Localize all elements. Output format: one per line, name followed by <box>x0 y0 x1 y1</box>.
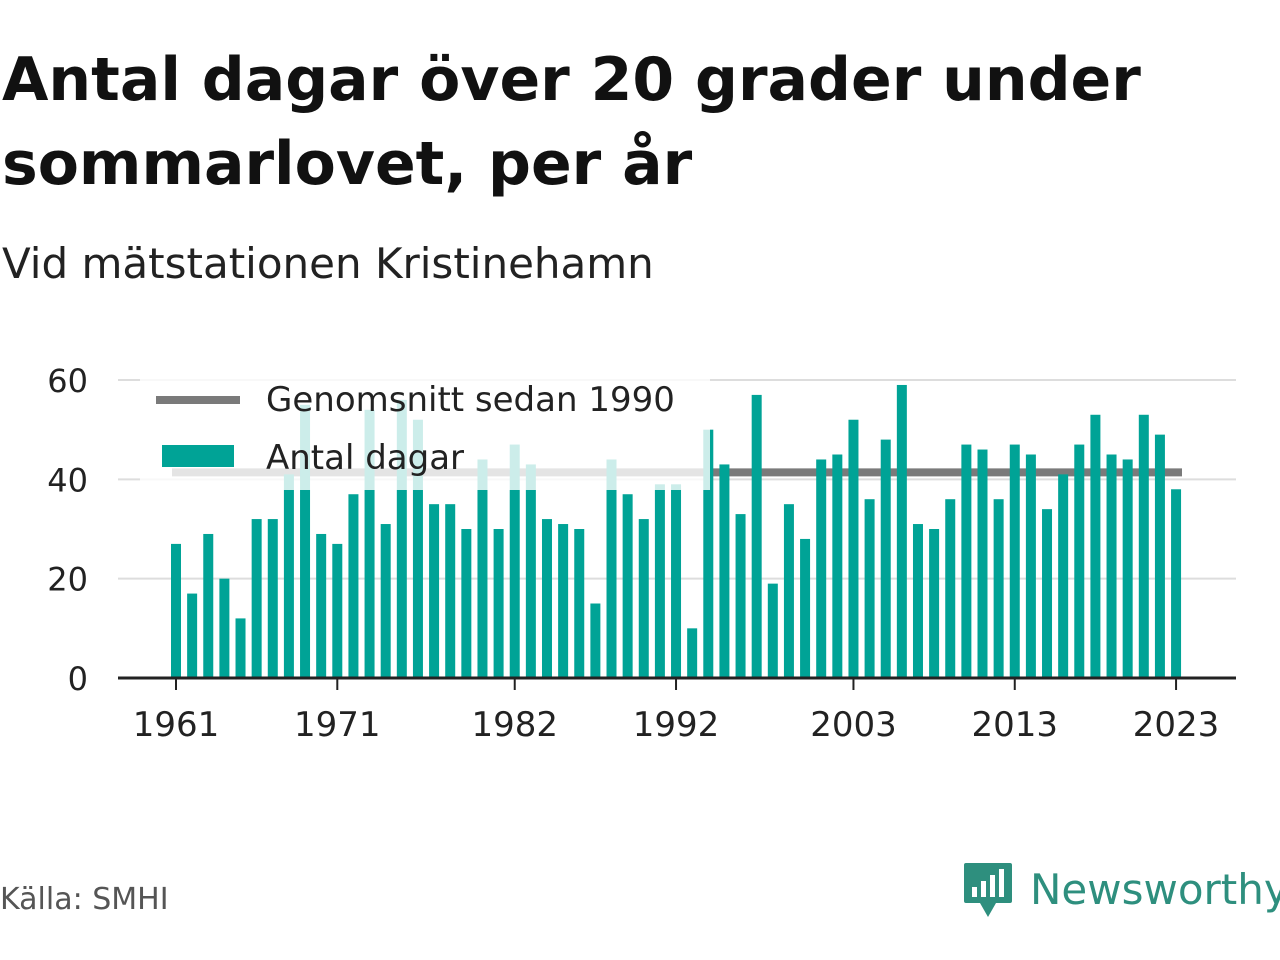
chart-title: Antal dagar över 20 grader under sommarl… <box>2 45 1141 199</box>
x-tick-label: 1982 <box>471 705 558 745</box>
bar-1992 <box>671 484 682 678</box>
bar-2001 <box>816 459 827 678</box>
bar-1979 <box>461 529 472 678</box>
bar-1972 <box>348 494 359 678</box>
bar-1965 <box>235 618 246 678</box>
brand-logo: Newsworthy <box>962 860 1280 920</box>
bar-2002 <box>832 454 843 678</box>
x-tick-label: 1971 <box>294 705 381 745</box>
x-tick-label: 1992 <box>633 705 720 745</box>
bar-2004 <box>864 499 875 678</box>
legend-background <box>140 376 710 490</box>
bar-2022 <box>1154 434 1165 678</box>
bar-2020 <box>1122 459 1133 678</box>
bar-2019 <box>1106 454 1117 678</box>
bar-2011 <box>977 449 988 678</box>
legend-bar-swatch <box>162 445 234 467</box>
y-tick-label: 60 <box>47 362 88 400</box>
bar-2008 <box>929 529 940 678</box>
bar-1969 <box>300 404 311 678</box>
bar-1973 <box>364 409 375 678</box>
x-tick-label: 2003 <box>810 705 897 745</box>
bar-2014 <box>1025 454 1036 678</box>
brand-name: Newsworthy <box>1030 865 1280 914</box>
bar-1966 <box>251 519 262 678</box>
bar-2000 <box>800 538 811 678</box>
legend: Genomsnitt sedan 1990 Antal dagar <box>140 376 710 490</box>
bar-1982 <box>509 444 520 678</box>
bar-1997 <box>751 394 762 678</box>
bar-2012 <box>993 499 1004 678</box>
bar-1980 <box>477 459 488 678</box>
bar-2003 <box>848 419 859 678</box>
bar-1964 <box>219 578 230 678</box>
y-tick-label: 20 <box>47 561 88 599</box>
x-tick-label: 1961 <box>133 705 220 745</box>
x-tick-label: 2013 <box>971 705 1058 745</box>
bar-1989 <box>622 494 633 678</box>
bar-2013 <box>1009 444 1020 678</box>
bar-1999 <box>783 504 794 678</box>
bar-1978 <box>445 504 456 678</box>
bar-2005 <box>880 439 891 678</box>
bar-2023 <box>1171 489 1182 678</box>
bar-1977 <box>429 504 440 678</box>
bar-2016 <box>1058 474 1069 678</box>
chart-subtitle: Vid mätstationen Kristinehamn <box>2 239 654 288</box>
bar-1961 <box>171 543 181 678</box>
bar-1987 <box>590 603 601 678</box>
bar-2017 <box>1074 444 1085 678</box>
bar-2021 <box>1138 414 1149 678</box>
bar-2007 <box>912 524 923 678</box>
bar-1993 <box>687 628 698 678</box>
bar-2015 <box>1042 509 1053 678</box>
bar-1996 <box>735 514 746 678</box>
bars <box>171 384 1182 678</box>
bar-1976 <box>412 419 423 678</box>
bar-1998 <box>767 583 778 678</box>
legend-bar-label: Antal dagar <box>266 438 464 478</box>
bar-1974 <box>380 524 391 678</box>
bar-1994 <box>703 429 714 678</box>
bar-chart: Genomsnitt sedan 1990 Antal dagar 0 20 40 60… <box>47 362 1236 745</box>
bar-2018 <box>1090 414 1101 678</box>
bar-1963 <box>203 533 214 678</box>
bar-1981 <box>493 529 504 678</box>
bar-2010 <box>961 444 972 678</box>
bar-1988 <box>606 459 617 678</box>
bar-2006 <box>896 384 907 678</box>
bar-1985 <box>558 524 569 678</box>
bar-1975 <box>396 399 407 678</box>
bar-1991 <box>654 484 665 678</box>
bar-2009 <box>945 499 956 678</box>
legend-average-label: Genomsnitt sedan 1990 <box>266 380 675 420</box>
bar-1986 <box>574 529 585 678</box>
bar-1990 <box>638 519 649 678</box>
bar-1983 <box>525 464 536 678</box>
axes: 0 20 40 60 1961 1971 1982 1992 2003 2013 2023 <box>47 362 1236 745</box>
y-tick-label: 40 <box>47 461 88 499</box>
bar-1995 <box>719 464 730 678</box>
newsworthy-logo-icon <box>964 863 1012 917</box>
bar-1971 <box>332 543 343 678</box>
x-tick-label: 2023 <box>1133 705 1220 745</box>
bar-1967 <box>267 519 278 678</box>
bar-1968 <box>283 474 294 678</box>
source-note: Källa: SMHI <box>0 882 169 917</box>
bar-1984 <box>541 519 552 678</box>
bar-1970 <box>316 533 327 678</box>
y-tick-label: 0 <box>68 660 88 698</box>
bar-1962 <box>187 593 198 678</box>
